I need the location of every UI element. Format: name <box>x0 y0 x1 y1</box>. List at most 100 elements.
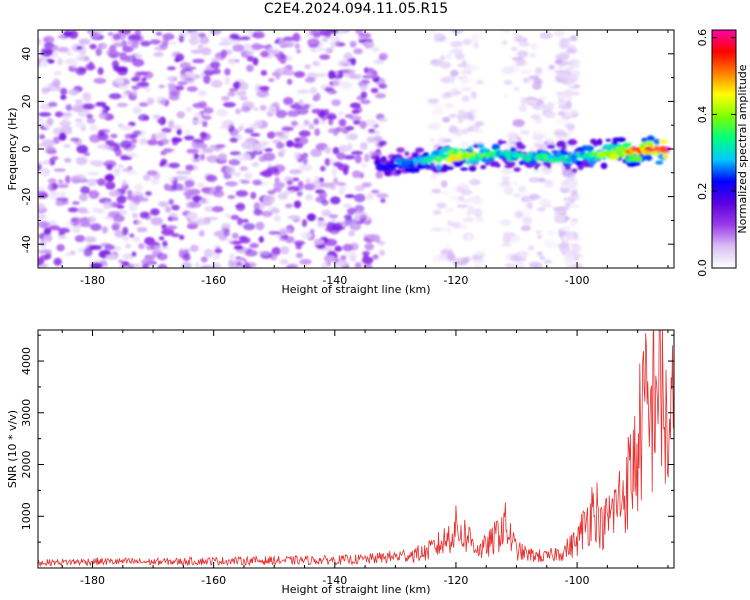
x-tick-label: -120 <box>443 274 468 287</box>
heatmap-cell <box>452 260 463 266</box>
heatmap-cell <box>197 90 207 96</box>
heatmap-cell <box>447 220 453 226</box>
heatmap-cell <box>430 227 444 232</box>
heatmap-cell <box>253 208 263 216</box>
heatmap-cell <box>214 248 223 254</box>
heatmap-cell <box>439 61 452 69</box>
heatmap-cell <box>247 141 257 146</box>
heatmap-cell <box>456 113 468 120</box>
heatmap-cell <box>107 146 115 151</box>
heatmap-cell <box>294 43 300 50</box>
colorbar-tick-label: 0.2 <box>696 182 709 200</box>
heatmap-cell <box>128 202 138 212</box>
y-tick-label: -20 <box>20 188 33 206</box>
heatmap-cell <box>213 252 220 260</box>
heatmap-cell <box>58 132 67 141</box>
heatmap-cell <box>89 134 101 143</box>
heatmap-cell <box>114 170 120 177</box>
heatmap-cell <box>167 175 176 182</box>
heatmap-cell <box>313 32 321 38</box>
heatmap-cell <box>458 195 465 202</box>
heatmap-cell <box>287 215 300 220</box>
heatmap-cell <box>275 186 282 193</box>
heatmap-cell <box>566 75 577 84</box>
heatmap-cell <box>60 125 72 133</box>
heatmap-cell <box>52 136 61 144</box>
heatmap-cell <box>535 230 542 234</box>
heatmap-cell <box>316 220 327 228</box>
heatmap-cell <box>318 30 327 36</box>
heatmap-cell <box>364 153 370 163</box>
heatmap-cell <box>456 204 469 208</box>
heatmap-cell <box>192 158 201 163</box>
heatmap-cell <box>543 239 556 248</box>
heatmap-cell <box>220 49 228 58</box>
heatmap-cell <box>370 87 379 94</box>
heatmap-cell <box>568 248 580 254</box>
heatmap-signal-cell <box>546 164 552 169</box>
heatmap-cell <box>203 107 214 114</box>
colorbar-label: Normalized spectral amplitude <box>736 64 749 233</box>
heatmap-cell <box>126 39 140 46</box>
heatmap-cell <box>136 220 143 225</box>
heatmap-cell <box>38 214 47 219</box>
heatmap-cell <box>291 120 298 127</box>
heatmap-cell <box>253 202 260 211</box>
heatmap-cell <box>194 262 200 268</box>
heatmap-cell <box>366 73 379 79</box>
heatmap-cell <box>229 137 239 143</box>
heatmap-cell <box>83 56 90 62</box>
heatmap-cell <box>429 137 436 143</box>
heatmap-signal-cell <box>546 144 556 149</box>
heatmap-cell <box>54 111 64 118</box>
snr-background <box>38 330 674 568</box>
heatmap-cell <box>74 235 86 243</box>
heatmap-cell <box>191 195 203 202</box>
heatmap-cell <box>175 175 188 181</box>
heatmap-cell <box>87 178 97 187</box>
heatmap-cell <box>122 168 131 172</box>
heatmap-cell <box>520 68 532 75</box>
heatmap-cell <box>229 151 242 156</box>
heatmap-cell <box>295 124 307 129</box>
heatmap-cell <box>371 47 380 52</box>
heatmap-cell <box>267 190 276 195</box>
y-tick-label: 1000 <box>20 502 33 530</box>
heatmap-cell <box>450 69 459 77</box>
heatmap-cell <box>70 59 79 68</box>
heatmap-cell <box>112 168 122 173</box>
heatmap-cell <box>168 162 180 169</box>
heatmap-cell <box>473 41 479 50</box>
heatmap-cell <box>560 225 572 232</box>
heatmap-cell <box>178 34 185 43</box>
heatmap-cell <box>227 238 234 246</box>
heatmap-cell <box>199 153 206 161</box>
heatmap-cell <box>246 50 254 56</box>
heatmap-signal-cell <box>625 157 634 163</box>
heatmap-cell <box>253 120 263 128</box>
heatmap-cell <box>373 59 385 65</box>
heatmap-cell <box>531 82 542 91</box>
heatmap-cell <box>89 31 102 39</box>
heatmap-cell <box>360 142 368 150</box>
heatmap-cell <box>331 167 337 177</box>
heatmap-cell <box>200 47 212 56</box>
heatmap-cell <box>330 40 336 50</box>
heatmap-cell <box>170 216 179 221</box>
colorbar-tick-label: 0.0 <box>696 259 709 277</box>
heatmap-cell <box>335 40 341 46</box>
heatmap-cell <box>157 118 164 124</box>
heatmap-cell <box>210 61 221 69</box>
heatmap-cell <box>86 118 96 124</box>
heatmap-cell <box>186 148 199 154</box>
heatmap-cell <box>454 53 465 60</box>
heatmap-cell <box>258 86 270 91</box>
heatmap-cell <box>200 256 208 263</box>
heatmap-cell <box>176 186 184 191</box>
heatmap-cell <box>304 77 316 83</box>
heatmap-cell <box>324 108 330 114</box>
heatmap-cell <box>502 40 508 45</box>
heatmap-cell <box>111 51 121 56</box>
heatmap-cell <box>179 62 191 69</box>
heatmap-cell <box>241 36 251 41</box>
